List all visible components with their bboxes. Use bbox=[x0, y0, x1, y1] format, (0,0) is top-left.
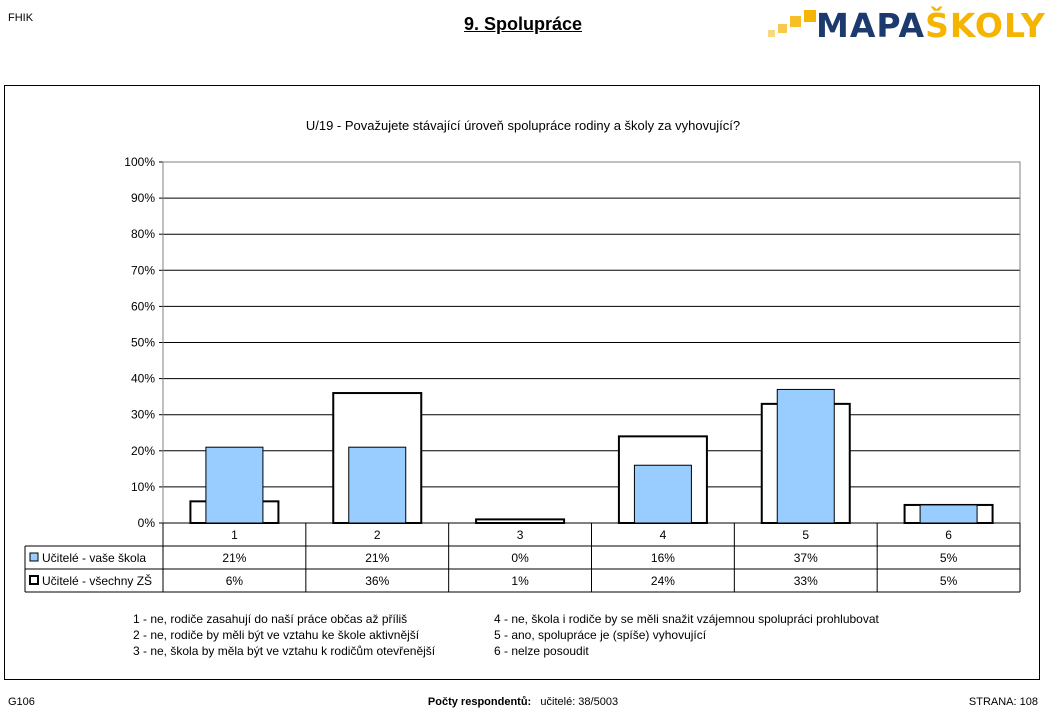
x-tick-label: 4 bbox=[660, 528, 667, 542]
data-label-all-schools: 24% bbox=[651, 574, 675, 588]
data-label-your-school: 21% bbox=[222, 551, 246, 565]
data-label-all-schools: 36% bbox=[365, 574, 389, 588]
y-tick-label: 50% bbox=[131, 336, 155, 350]
x-tick-label: 2 bbox=[374, 528, 381, 542]
legend-label-your-school: Učitelé - vaše škola bbox=[42, 551, 146, 565]
y-tick-label: 90% bbox=[131, 191, 155, 205]
data-label-your-school: 16% bbox=[651, 551, 675, 565]
y-tick-label: 30% bbox=[131, 408, 155, 422]
footer-code: G106 bbox=[8, 696, 35, 708]
bar-your-school bbox=[919, 504, 978, 524]
page-title-text: 9. Spolupráce bbox=[463, 14, 583, 34]
y-tick-label: 20% bbox=[131, 444, 155, 458]
data-label-all-schools: 5% bbox=[940, 574, 958, 588]
y-tick-label: 10% bbox=[131, 480, 155, 494]
respondents-label: Počty respondentů: bbox=[427, 696, 532, 708]
logo-text-skoly: ŠKOLY bbox=[925, 6, 1046, 45]
page-title: 9. Spolupráce bbox=[0, 14, 1046, 35]
bar-your-school bbox=[205, 446, 264, 524]
y-tick-label: 40% bbox=[131, 372, 155, 386]
note-6: 6 - nelze posoudit bbox=[494, 644, 589, 658]
footer-respondents: Počty respondentů: učitelé: 38/5003 bbox=[0, 696, 1046, 708]
y-tick-label: 0% bbox=[138, 516, 156, 530]
page-number: STRANA: 108 bbox=[968, 696, 1038, 708]
note-2: 2 - ne, rodiče by měli být ve vztahu ke … bbox=[133, 628, 420, 642]
data-label-your-school: 0% bbox=[511, 551, 529, 565]
data-label-your-school: 5% bbox=[940, 551, 958, 565]
bar-your-school bbox=[633, 464, 692, 524]
data-label-your-school: 21% bbox=[365, 551, 389, 565]
note-4: 4 - ne, škola i rodiče by se měli snažit… bbox=[494, 612, 879, 626]
org-code: FHIK bbox=[8, 12, 34, 24]
y-tick-label: 60% bbox=[131, 299, 155, 313]
respondents-value: učitelé: 38/5003 bbox=[540, 696, 619, 708]
legend-key-your-school bbox=[29, 552, 39, 562]
note-3: 3 - ne, škola by měla být ve vztahu k ro… bbox=[133, 644, 436, 658]
note-5: 5 - ano, spolupráce je (spíše) vyhovujíc… bbox=[494, 628, 707, 642]
chart-title: U/19 - Považujete stávající úroveň spolu… bbox=[305, 118, 741, 133]
legend-label-all-schools: Učitelé - všechny ZŠ bbox=[42, 573, 152, 588]
bar-your-school bbox=[776, 388, 835, 524]
logo-text-mapa: MAPA bbox=[816, 6, 926, 45]
legend-key-all-schools bbox=[29, 575, 39, 585]
y-tick-label: 80% bbox=[131, 227, 155, 241]
y-tick-label: 100% bbox=[124, 155, 155, 169]
logo: MAPAŠKOLY bbox=[768, 6, 1045, 45]
data-label-all-schools: 33% bbox=[794, 574, 818, 588]
data-label-your-school: 37% bbox=[794, 551, 818, 565]
note-1: 1 - ne, rodiče zasahují do naší práce ob… bbox=[133, 612, 408, 626]
data-label-all-schools: 6% bbox=[226, 574, 244, 588]
bar-all-schools bbox=[475, 518, 566, 525]
bar-your-school bbox=[348, 446, 407, 524]
x-tick-label: 1 bbox=[231, 528, 238, 542]
data-label-all-schools: 1% bbox=[511, 574, 529, 588]
x-tick-label: 6 bbox=[945, 528, 952, 542]
x-tick-label: 5 bbox=[802, 528, 809, 542]
chart-frame bbox=[4, 85, 1040, 680]
x-tick-label: 3 bbox=[517, 528, 524, 542]
y-tick-label: 70% bbox=[131, 263, 155, 277]
